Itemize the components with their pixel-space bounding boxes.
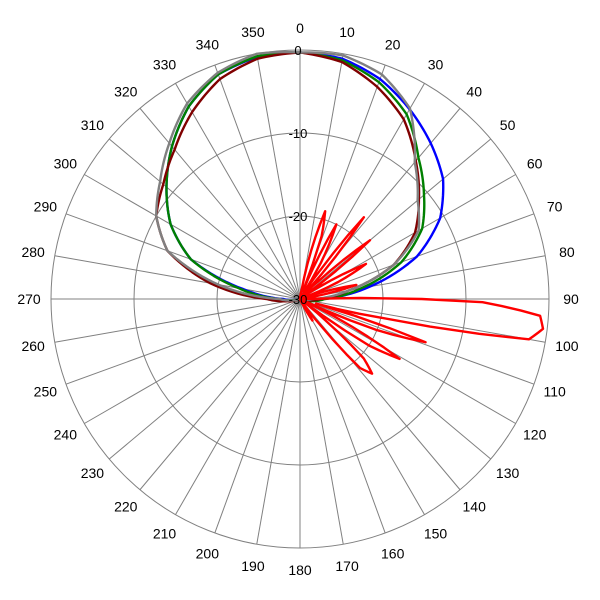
angle-tick-label: 150 — [424, 526, 448, 542]
angle-tick-label: 190 — [241, 558, 265, 574]
series-line-4 — [298, 210, 545, 375]
angle-tick-label: 180 — [288, 562, 312, 578]
radial-tick-label: -10 — [289, 126, 308, 141]
grid-spoke — [84, 174, 301, 300]
grid-spoke — [54, 255, 301, 300]
angle-labels: 0 10 20 30 40 50 60 70 80 90 100 110 120 130 140 150 160… — [17, 20, 579, 578]
grid-spoke — [299, 255, 546, 300]
radial-labels: 0 -10 -20 -30 — [289, 43, 308, 307]
grid-spoke — [214, 298, 301, 534]
angle-tick-label: 240 — [54, 427, 78, 443]
angle-tick-label: 210 — [153, 526, 177, 542]
angle-tick-label: 320 — [114, 83, 138, 99]
angle-tick-label: 160 — [381, 546, 405, 562]
angle-tick-label: 50 — [500, 117, 516, 133]
grid-spoke — [299, 298, 344, 545]
angle-tick-label: 280 — [21, 244, 45, 260]
angle-tick-label: 60 — [527, 156, 543, 172]
angle-tick-label: 340 — [196, 36, 220, 52]
angle-tick-label: 30 — [428, 56, 444, 72]
radial-tick-label: -30 — [289, 292, 308, 307]
grid-spoke — [214, 64, 301, 300]
grid-spoke — [256, 53, 301, 300]
grid-spoke — [299, 138, 492, 300]
angle-tick-label: 100 — [555, 338, 579, 354]
angle-tick-label: 290 — [34, 198, 58, 214]
angle-tick-label: 270 — [17, 291, 41, 307]
angle-tick-label: 250 — [34, 384, 58, 400]
grid-spoke — [299, 53, 344, 300]
angle-tick-label: 200 — [196, 546, 220, 562]
grid-spoke — [54, 298, 301, 343]
angle-tick-label: 120 — [523, 427, 547, 443]
series-line-1 — [165, 51, 426, 303]
grid-spoke — [65, 213, 301, 300]
grid-spoke — [139, 107, 301, 300]
angle-tick-label: 80 — [559, 244, 575, 260]
angle-tick-label: 10 — [339, 24, 355, 40]
angle-tick-label: 220 — [114, 499, 138, 515]
series-layer — [155, 50, 545, 375]
angle-tick-label: 310 — [81, 117, 105, 133]
grid-spoke — [299, 298, 516, 424]
angle-tick-label: 350 — [241, 24, 265, 40]
angle-tick-label: 130 — [496, 465, 520, 481]
grid-spoke — [108, 138, 301, 300]
radial-tick-label: -20 — [289, 209, 308, 224]
angle-tick-label: 0 — [296, 20, 304, 36]
grid-spoke — [256, 298, 301, 545]
grid-spoke — [299, 298, 386, 534]
grid-spoke — [84, 298, 301, 424]
grid-spoke — [175, 83, 301, 300]
grid-spoke — [108, 298, 301, 460]
angle-tick-label: 40 — [466, 83, 482, 99]
angle-tick-label: 300 — [54, 156, 78, 172]
angle-tick-label: 20 — [385, 36, 401, 52]
angle-tick-label: 140 — [463, 499, 487, 515]
angle-tick-label: 170 — [335, 558, 359, 574]
grid-spoke — [175, 298, 301, 515]
grid-spoke — [139, 298, 301, 491]
grid-spoke — [299, 298, 425, 515]
angle-tick-label: 90 — [563, 291, 579, 307]
grid-spokes — [51, 50, 549, 548]
grid-spoke — [65, 298, 301, 385]
angle-tick-label: 70 — [547, 198, 563, 214]
angle-tick-label: 110 — [543, 384, 566, 400]
angle-tick-label: 230 — [81, 465, 105, 481]
grid-spoke — [299, 298, 546, 343]
radial-tick-label: 0 — [294, 43, 301, 58]
angle-tick-label: 330 — [153, 56, 177, 72]
angle-tick-label: 260 — [21, 338, 45, 354]
